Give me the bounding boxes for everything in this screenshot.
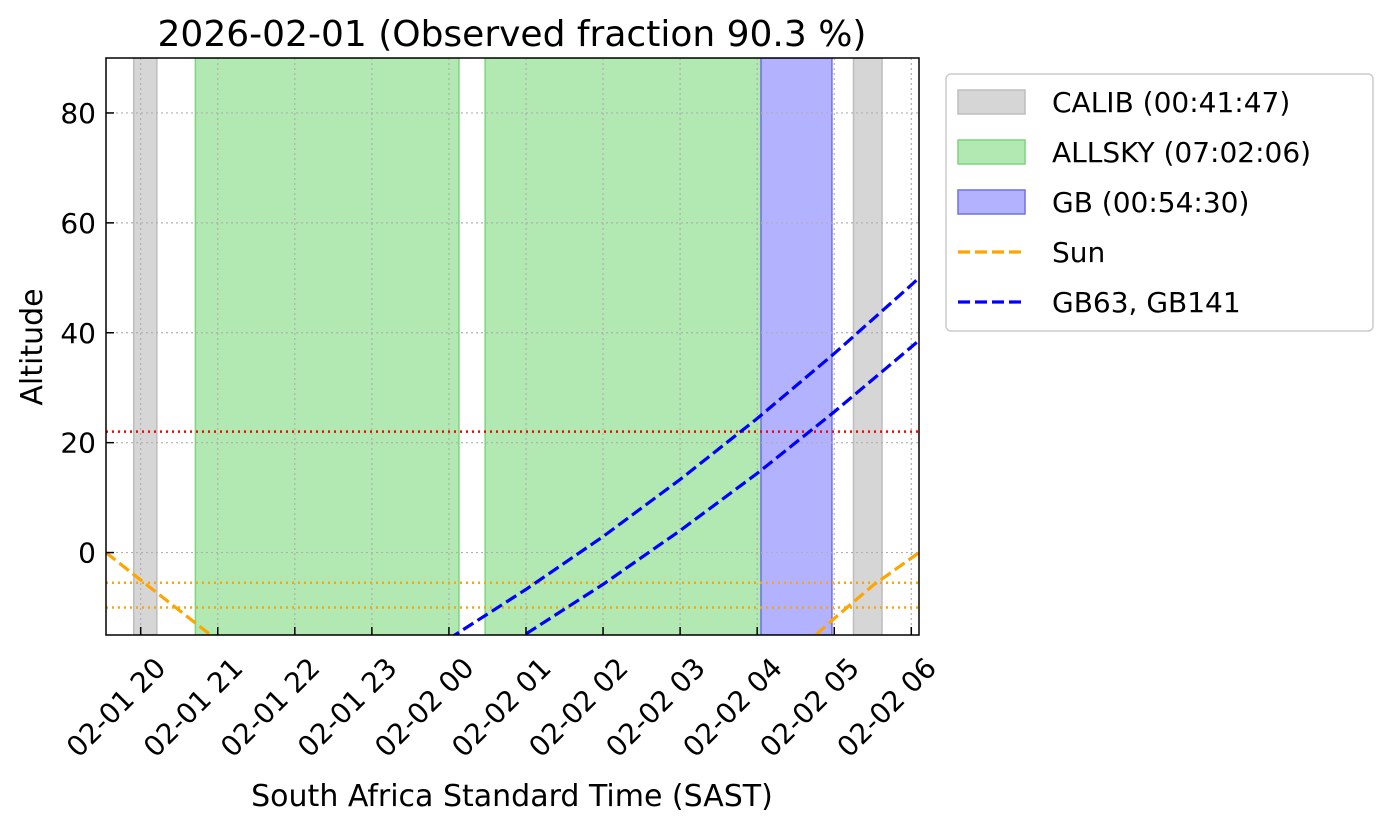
legend-label: GB (00:54:30) — [1052, 186, 1249, 219]
legend-label: GB63, GB141 — [1052, 286, 1241, 319]
legend-label: ALLSKY (07:02:06) — [1052, 136, 1311, 169]
legend-box — [945, 73, 1374, 332]
plot-area — [106, 58, 919, 635]
plot-frame — [105, 57, 920, 636]
line-series — [451, 276, 919, 635]
legend-label: Sun — [1052, 236, 1105, 269]
span — [760, 58, 833, 635]
y-axis-label: Altitude — [15, 288, 50, 405]
y-tick-label: 0 — [78, 537, 96, 570]
span — [132, 58, 158, 635]
span — [852, 58, 883, 635]
legend-swatch — [957, 189, 1026, 215]
y-tick-label: 40 — [60, 317, 96, 350]
legend-swatch — [957, 139, 1026, 165]
span — [484, 58, 762, 635]
legend-label: CALIB (00:41:47) — [1052, 86, 1290, 119]
chart-title: 2026-02-01 (Observed fraction 90.3 %) — [158, 14, 867, 55]
y-tick-label: 20 — [60, 427, 96, 460]
y-tick-label: 80 — [60, 97, 96, 130]
span — [194, 58, 460, 635]
x-axis-label: South Africa Standard Time (SAST) — [251, 779, 773, 814]
line-series — [106, 551, 919, 635]
y-tick-label: 60 — [60, 207, 96, 240]
legend: CALIB (00:41:47) ALLSKY (07:02:06) GB (00:… — [945, 73, 1374, 332]
legend-swatch — [957, 89, 1026, 115]
